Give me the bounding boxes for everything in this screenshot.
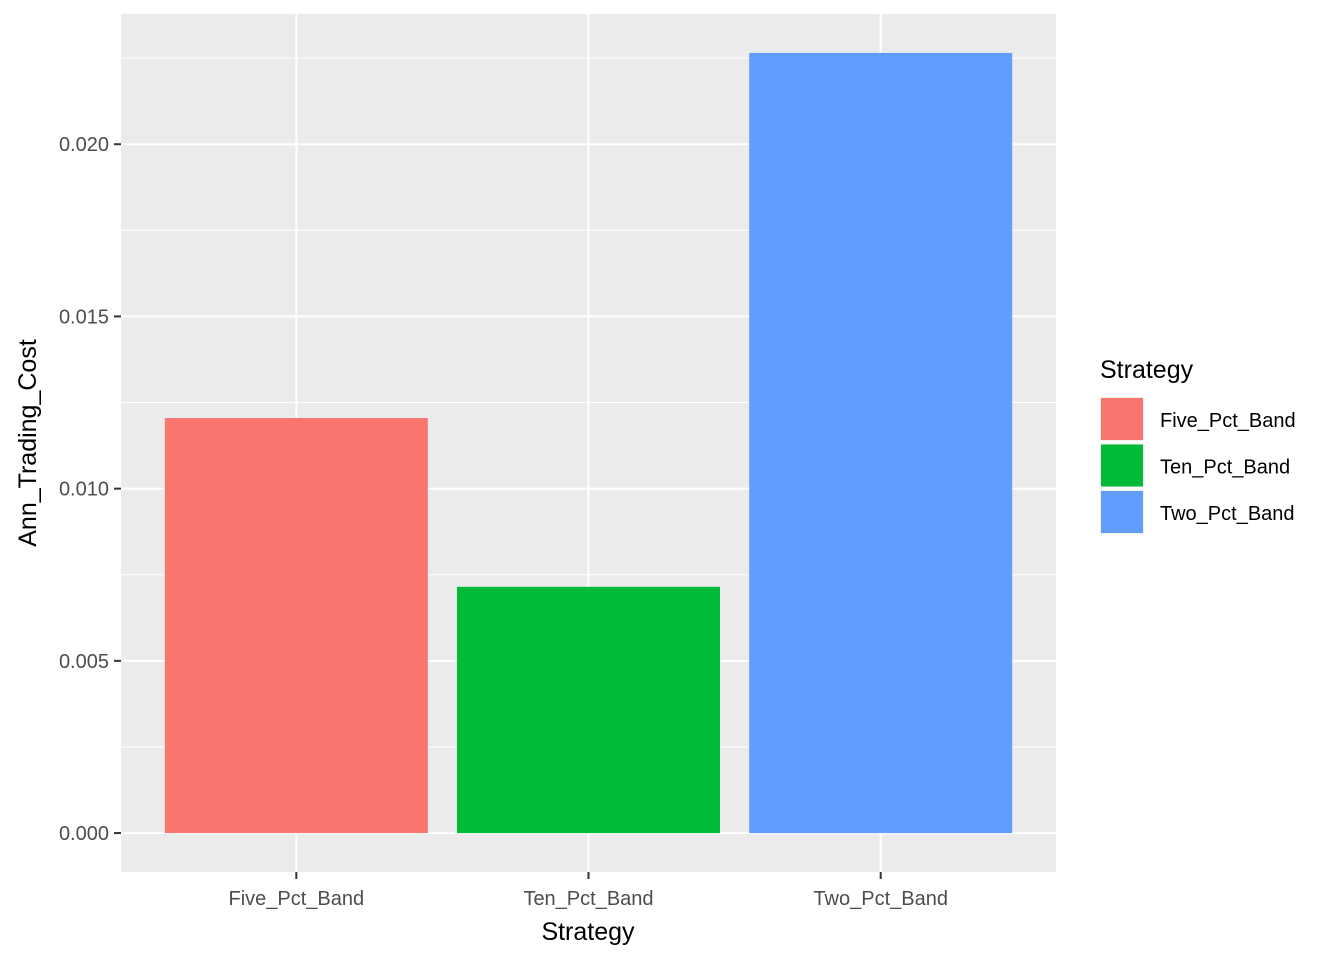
bars <box>164 52 1013 834</box>
legend: Strategy Five_Pct_Band Ten_Pct_Band Two_Pc… <box>1100 356 1296 534</box>
y-axis: 0.000 0.005 0.010 0.015 0.020 <box>59 134 121 845</box>
legend-title: Strategy <box>1100 356 1194 384</box>
legend-label: Ten_Pct_Band <box>1160 457 1290 479</box>
y-tick-label: 0.000 <box>59 823 109 845</box>
legend-swatch <box>1101 491 1143 533</box>
bar-two-pct-band <box>749 52 1013 834</box>
y-tick-label: 0.005 <box>59 651 109 673</box>
y-axis-title: Ann_Trading_Cost <box>14 339 42 547</box>
legend-label: Five_Pct_Band <box>1160 410 1296 432</box>
x-tick-label: Ten_Pct_Band <box>523 888 653 910</box>
legend-swatch <box>1101 444 1143 487</box>
legend-label: Two_Pct_Band <box>1160 503 1295 525</box>
legend-swatch <box>1101 398 1143 440</box>
x-axis: Five_Pct_Band Ten_Pct_Band Two_Pct_Band <box>228 872 948 910</box>
bar-ten-pct-band <box>457 586 720 834</box>
bar-five-pct-band <box>164 418 428 834</box>
y-tick-label: 0.015 <box>59 306 109 328</box>
y-tick-label: 0.010 <box>59 479 109 501</box>
x-tick-label: Two_Pct_Band <box>813 888 948 910</box>
y-tick-label: 0.020 <box>59 134 109 156</box>
x-tick-label: Five_Pct_Band <box>228 888 364 910</box>
x-axis-title: Strategy <box>541 918 635 946</box>
